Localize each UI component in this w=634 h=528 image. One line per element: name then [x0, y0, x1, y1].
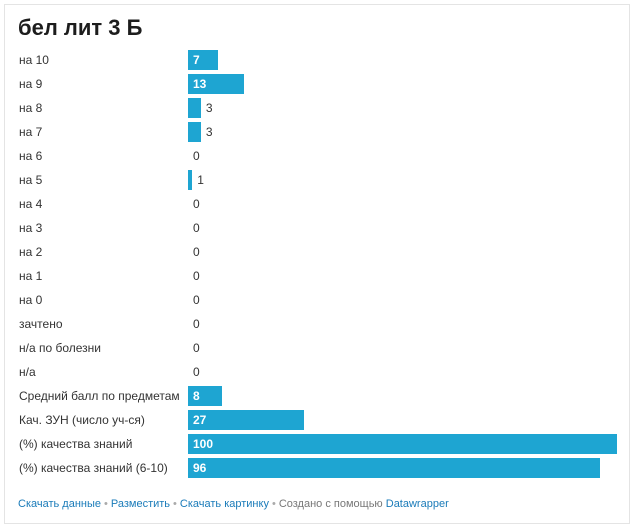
- embed-link[interactable]: Разместить: [110, 498, 171, 510]
- footer-separator: •: [104, 498, 108, 510]
- value-label: 96: [193, 461, 207, 475]
- download-image-link[interactable]: Скачать картинку: [179, 498, 269, 510]
- download-data-link[interactable]: Скачать данные: [18, 498, 102, 510]
- value-label: 3: [205, 125, 213, 139]
- bar-row: на 2 0: [0, 240, 634, 264]
- bar-row: зачтено 0: [0, 312, 634, 336]
- bar: [188, 74, 244, 94]
- value-label: 0: [193, 293, 200, 307]
- value-label: 7: [193, 53, 200, 67]
- bar-row: на 9 13: [0, 72, 634, 96]
- bar: [188, 122, 201, 142]
- footer-separator: •: [271, 498, 276, 510]
- value-label: 100: [193, 437, 214, 451]
- created-with-text: Создано с помощью: [278, 498, 383, 510]
- bar-row: н/а 0: [0, 360, 634, 384]
- category-label: на 6: [19, 149, 43, 163]
- value-label: 3: [205, 101, 213, 115]
- bar-row: на 5 1: [0, 168, 634, 192]
- bar-row: на 1 0: [0, 264, 634, 288]
- category-label: (%) качества знаний: [19, 437, 133, 451]
- category-label: на 2: [19, 245, 43, 259]
- category-label: на 9: [19, 77, 43, 91]
- bar-row: на 3 0: [0, 216, 634, 240]
- value-label: 0: [193, 341, 200, 355]
- category-label: зачтено: [19, 317, 63, 331]
- bar-row: на 8 3: [0, 96, 634, 120]
- value-label: 0: [193, 149, 200, 163]
- bar-row: Кач. ЗУН (число уч-ся) 27: [0, 408, 634, 432]
- value-label: 13: [193, 77, 207, 91]
- category-label: на 7: [19, 125, 43, 139]
- category-label: на 0: [19, 293, 43, 307]
- category-label: на 8: [19, 101, 43, 115]
- bar-row: на 10 7: [0, 48, 634, 72]
- category-label: на 1: [19, 269, 43, 283]
- datawrapper-link[interactable]: Datawrapper: [385, 498, 449, 510]
- value-label: 0: [193, 245, 200, 259]
- value-label: 0: [193, 317, 200, 331]
- chart-title: бел лит 3 Б: [18, 15, 143, 40]
- bar-row: н/а по болезни 0: [0, 336, 634, 360]
- bar: [188, 434, 617, 454]
- value-label: 0: [193, 221, 200, 235]
- category-label: Кач. ЗУН (число уч-ся): [19, 413, 145, 427]
- bar-row: на 0 0: [0, 288, 634, 312]
- bar: [188, 98, 201, 118]
- bar-row: Средний балл по предметам 8: [0, 384, 634, 408]
- bar: [188, 386, 223, 406]
- bar: [188, 410, 304, 430]
- bar-row: на 6 0: [0, 144, 634, 168]
- bar-row: на 4 0: [0, 192, 634, 216]
- value-label: 0: [193, 269, 200, 283]
- category-label: на 3: [19, 221, 43, 235]
- value-label: 8: [193, 389, 200, 403]
- category-label: (%) качества знаний (6-10): [19, 461, 168, 475]
- footer: Скачать данные • Разместить • Скачать картин…: [18, 498, 449, 510]
- bar-row: на 7 3: [0, 120, 634, 144]
- footer-separator: •: [173, 498, 177, 510]
- category-label: на 10: [19, 53, 49, 67]
- category-label: н/а по болезни: [19, 341, 102, 355]
- category-label: Средний балл по предметам: [19, 389, 180, 403]
- bar: [188, 170, 193, 190]
- bar-row: (%) качества знаний (6-10) 96: [0, 456, 634, 480]
- bar: [188, 458, 600, 478]
- category-label: на 5: [19, 173, 43, 187]
- bar-row: (%) качества знаний 100: [0, 432, 634, 456]
- category-label: н/а: [19, 365, 36, 379]
- value-label: 1: [197, 173, 204, 187]
- value-label: 0: [193, 197, 200, 211]
- bar: [188, 50, 219, 70]
- value-label: 0: [193, 365, 200, 379]
- value-label: 27: [193, 413, 207, 427]
- category-label: на 4: [19, 197, 43, 211]
